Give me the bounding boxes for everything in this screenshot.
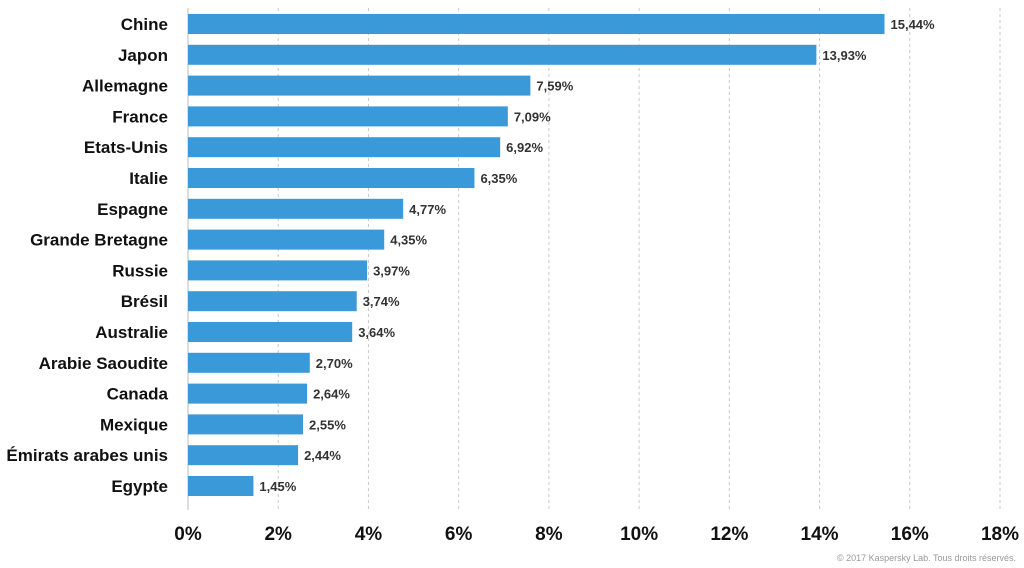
category-label: Arabie Saoudite xyxy=(39,354,168,373)
x-tick-label: 6% xyxy=(445,524,473,545)
category-label: Brésil xyxy=(121,292,168,311)
bar xyxy=(188,352,310,373)
value-label: 3,97% xyxy=(373,263,410,278)
x-tick-label: 0% xyxy=(174,524,202,545)
value-label: 2,44% xyxy=(304,448,341,463)
value-label: 4,77% xyxy=(409,202,446,217)
bar xyxy=(188,476,254,496)
category-label: Canada xyxy=(107,385,169,404)
value-label: 2,70% xyxy=(316,356,353,371)
category-labels: Chine Japon Allemagne France Etats-Unis Itali… xyxy=(6,15,168,496)
copyright-notice: © 2017 Kaspersky Lab. Tous droits réserv… xyxy=(836,553,1016,563)
category-label: Australie xyxy=(95,323,168,342)
value-label: 6,92% xyxy=(506,140,543,155)
category-label: France xyxy=(112,107,168,126)
bar xyxy=(188,445,299,466)
value-labels: 15,44% 13,93% 7,59% 7,09% 6,92% 6,35% 4,77% 4,3… xyxy=(259,17,935,494)
x-tick-label: 4% xyxy=(355,524,383,545)
x-axis-tick-labels: 0% 2% 4% 6% 8% 10% 12% 14% 16% 18% xyxy=(174,524,1019,545)
value-label: 15,44% xyxy=(891,17,936,32)
bar xyxy=(188,168,475,188)
value-label: 13,93% xyxy=(822,48,867,63)
category-label: Italie xyxy=(129,169,168,188)
bar xyxy=(188,14,885,34)
bar xyxy=(188,106,508,127)
bar xyxy=(188,198,404,219)
value-label: 7,09% xyxy=(514,109,551,124)
bar xyxy=(188,44,817,65)
category-label: Japon xyxy=(118,46,168,65)
value-label: 6,35% xyxy=(480,171,517,186)
bar xyxy=(188,291,357,312)
value-label: 2,64% xyxy=(313,387,350,402)
value-label: 7,59% xyxy=(536,79,573,94)
category-label: Espagne xyxy=(97,200,168,219)
bar xyxy=(188,260,368,281)
bar xyxy=(188,383,308,404)
category-label: Allemagne xyxy=(82,77,168,96)
bar xyxy=(188,414,304,435)
category-label: Grande Bretagne xyxy=(30,231,168,250)
bar xyxy=(188,322,353,342)
x-tick-label: 8% xyxy=(535,524,563,545)
value-label: 4,35% xyxy=(390,233,427,248)
bar xyxy=(188,137,501,158)
value-label: 1,45% xyxy=(259,479,296,494)
value-label: 3,74% xyxy=(363,294,400,309)
bars-layer xyxy=(188,14,885,496)
category-label: Etats-Unis xyxy=(84,138,168,157)
x-tick-label: 18% xyxy=(981,524,1019,545)
category-label: Mexique xyxy=(100,415,168,434)
x-tick-label: 12% xyxy=(710,524,748,545)
x-tick-label: 16% xyxy=(891,524,929,545)
category-label: Russie xyxy=(112,261,168,280)
category-label: Egypte xyxy=(111,477,168,496)
x-tick-label: 14% xyxy=(801,524,839,545)
x-tick-label: 2% xyxy=(264,524,292,545)
category-label: Émirats arabes unis xyxy=(6,446,168,465)
category-label: Chine xyxy=(121,15,168,34)
bar xyxy=(188,75,531,96)
x-tick-label: 10% xyxy=(620,524,658,545)
value-label: 3,64% xyxy=(358,325,395,340)
bar xyxy=(188,229,385,250)
value-label: 2,55% xyxy=(309,417,346,432)
